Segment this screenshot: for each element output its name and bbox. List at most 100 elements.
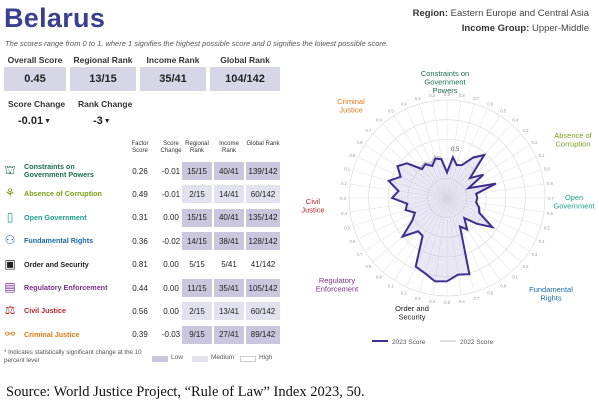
region-value: Eastern Europe and Central Asia: [450, 8, 589, 19]
series-2023-polygon: [386, 153, 497, 283]
income-value: Upper-Middle: [531, 23, 589, 34]
factor-row: ⚇ Fundamental Rights 0.36 -0.02 14/15 38/41 12…: [0, 230, 290, 252]
spoke-tick-label: 0.7: [548, 196, 554, 201]
factor-score: 0.36: [132, 236, 148, 246]
rank-change-value: -3▼: [93, 115, 111, 127]
score-change-value: -0.01▼: [18, 115, 52, 127]
spoke-line: [446, 108, 488, 199]
legend-2023-label: 2023 Score: [392, 339, 426, 346]
factor-score-change: -0.01: [161, 166, 181, 176]
scales-icon: ⚖: [4, 303, 16, 318]
global-rank-value: 104/142: [210, 67, 280, 91]
center-value-label: 0.5: [451, 147, 460, 153]
source-caption: Source: World Justice Project, “Rule of …: [6, 384, 365, 400]
handcuffs-icon: ⚯: [4, 326, 16, 341]
factor-score-change: 0.00: [163, 306, 179, 316]
axis-label: Order and Security: [395, 304, 429, 322]
spoke-line: [352, 170, 448, 199]
door-icon: ▯: [6, 209, 14, 224]
spoke-tick-label: 0.1: [539, 153, 545, 158]
chevron-down-icon: ▼: [103, 118, 111, 125]
spoke-line: [446, 197, 542, 226]
score-change-label: Score Change: [8, 99, 66, 109]
factor-global-rank: 89/142: [246, 325, 280, 344]
radar-series: 0.5: [386, 147, 497, 283]
spoke-line: [419, 197, 448, 293]
factor-row: ⚯ Criminal Justice 0.39 -0.03 9/15 27/41 89/14…: [0, 324, 290, 346]
factor-income-rank: 27/41: [214, 325, 244, 344]
factor-row: ▯ Open Government 0.31 0.00 15/15 40/41 135/14…: [0, 207, 290, 229]
spoke-tick-label: 0.4: [341, 211, 347, 216]
clipboard-icon: ▤: [4, 280, 16, 294]
col-score-change: Score Change: [160, 141, 182, 154]
factor-income-rank: 40/41: [214, 162, 244, 180]
factor-score-change: -0.02: [161, 236, 181, 246]
people-icon: ⚇: [4, 233, 16, 248]
col-global-rank: Global Rank: [246, 141, 280, 147]
spoke-tick-label: 0.4: [512, 117, 518, 122]
spoke-tick-label: 0.5: [500, 109, 506, 114]
rank-change-label: Rank Change: [78, 99, 133, 109]
factor-row: ⛫ Constraints on Government Powers 0.26 -0.…: [0, 160, 290, 182]
spoke-line: [357, 197, 448, 239]
spoke-tick-label: 0.3: [415, 96, 421, 101]
spoke-tick-label: 0.3: [523, 128, 529, 133]
legend-low-label: Low: [171, 354, 183, 361]
spoke-tick-label: 0.8: [357, 140, 363, 145]
footnote: * Indicates statistically significant ch…: [4, 349, 142, 364]
spoke-line: [432, 197, 448, 296]
spoke-line: [372, 133, 448, 199]
spoke-line: [446, 157, 537, 199]
factor-name: Open Government: [24, 212, 87, 222]
legend-medium-swatch: [192, 356, 208, 362]
factor-row: ▣ Order and Security 0.81 0.00 5/15 5/41 41/14…: [0, 254, 290, 276]
factor-name: Fundamental Rights: [24, 236, 94, 246]
factor-income-rank: 13/41: [214, 302, 244, 321]
spoke-line: [446, 133, 522, 199]
spoke-line: [352, 197, 448, 226]
spoke-tick-label: 0.4: [429, 299, 435, 304]
radar-legend: 2023 Score 2022 Score: [372, 339, 494, 346]
factor-regional-rank: 15/15: [182, 208, 212, 227]
radar-labels: Constraints on Government Powers Absence of…: [301, 70, 595, 322]
axis-label: Absence of Corruption: [554, 131, 592, 149]
spoke-tick-label: 0.2: [401, 291, 407, 296]
factor-regional-rank: 2/15: [182, 302, 212, 321]
spoke-tick-label: 0.9: [444, 92, 450, 97]
factor-regional-rank: 9/15: [182, 325, 212, 344]
spoke-tick-label: 0.3: [415, 296, 421, 301]
spoke-line: [446, 183, 545, 199]
factor-score-change: 0.00: [163, 283, 179, 293]
col-regional-rank: Regional Rank: [185, 141, 209, 154]
axis-label: Constraints on Government Powers: [421, 70, 469, 95]
spoke-tick-label: 0.9: [349, 153, 355, 158]
factor-score: 0.81: [132, 260, 148, 270]
factor-income-rank: 5/41: [214, 255, 244, 274]
spoke-tick-label: 0.8: [547, 181, 553, 186]
regional-rank-label: Regional Rank: [73, 55, 133, 65]
spoke-tick-label: 0.5: [344, 225, 350, 230]
spoke-tick-label: 0.3: [532, 252, 538, 257]
spoke-tick-label: 0.6: [349, 239, 355, 244]
spoke-line: [446, 144, 530, 199]
axis-label: Fundamental Rights: [529, 285, 573, 303]
spoke-tick-label: 0.1: [388, 283, 394, 288]
factor-income-rank: 38/41: [214, 232, 244, 251]
factor-income-rank: 40/41: [214, 208, 244, 227]
income-rank-value: 35/41: [140, 67, 206, 91]
spoke-tick-label: 0.4: [539, 239, 545, 244]
factor-income-rank: 14/41: [214, 185, 244, 204]
factor-income-rank: 35/41: [214, 279, 244, 297]
col-factor-score: Factor Score: [131, 141, 149, 154]
spoke-line: [357, 157, 448, 199]
factor-score-change: -0.03: [161, 330, 181, 340]
income-label: Income Group:: [461, 23, 530, 34]
spoke-tick-label: 0.8: [487, 291, 493, 296]
spoke-line: [446, 123, 512, 199]
radar-chart: 0.9 0.8 0.7 0.6 0.5 0.4 0.3 0.2 0.1 0.9 0.8 0.7 0.6 0…: [301, 70, 595, 346]
factor-name: Order and Security: [24, 259, 89, 269]
spoke-line: [446, 197, 462, 296]
factor-score: 0.39: [132, 330, 148, 340]
spoke-line: [393, 197, 448, 281]
spoke-line: [372, 197, 448, 263]
